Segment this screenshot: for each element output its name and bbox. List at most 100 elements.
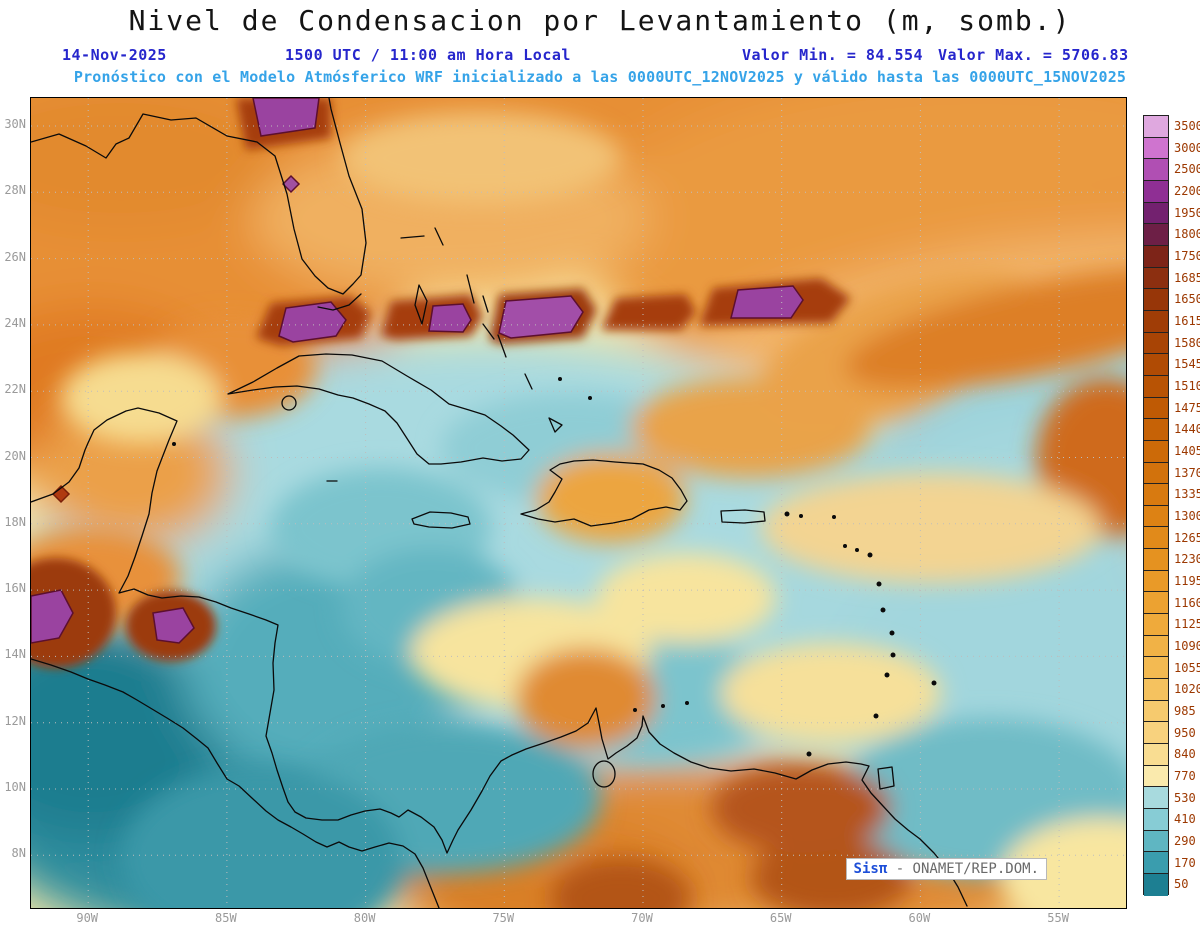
lon-tick-label: 60W [908,911,931,925]
lat-tick-label: 30N [4,117,26,131]
contour-field-layer [31,98,1126,908]
colorbar-cell [1144,809,1168,831]
colorbar-cell [1144,332,1168,355]
colorbar-cell [1144,700,1168,723]
forecast-line: Pronóstico con el Modelo Atmósferico WRF… [73,68,1127,86]
lon-tick-label: 90W [76,911,99,925]
colorbar-tick-label: 985 [1174,703,1196,718]
colorbar-cell [1144,830,1168,853]
valid-time: 1500 UTC / 11:00 am Hora Local [285,46,571,64]
colorbar-cell [1144,440,1168,463]
colorbar-tick-label: 1230 [1174,552,1200,567]
colorbar-cell [1144,527,1168,550]
colorbar-cell [1144,310,1168,333]
colorbar-tick-label: 2500 [1174,162,1200,177]
lat-tick-label: 14N [4,647,26,662]
lon-tick-label: 75W [492,911,515,925]
watermark: Sisπ - ONAMET/REP.DOM. [845,858,1047,880]
colorbar-tick-label: 1750 [1174,248,1200,263]
header-line-2: 14-Nov-2025 1500 UTC / 11:00 am Hora Loc… [0,46,1200,66]
colorbar-tick-label: 1195 [1174,573,1200,588]
lon-tick-label: 55W [1047,911,1069,925]
colorbar-cell [1144,765,1168,788]
colorbar-tick-label: 1125 [1174,617,1200,632]
lon-tick-label: 65W [769,911,792,925]
valid-date: 14-Nov-2025 [62,46,167,64]
colorbar-cell [1144,397,1168,420]
colorbar-cell [1144,787,1168,809]
colorbar-cell [1144,852,1168,874]
colorbar-tick-label: 1020 [1174,682,1200,697]
max-value-label: Valor Max. = 5706.83 [938,46,1129,64]
colorbar-cell [1144,289,1168,311]
colorbar-cell [1144,635,1168,658]
colorbar-cell [1144,657,1168,680]
colorbar-tick-label: 410 [1174,812,1196,827]
lat-tick-label: 16N [4,581,26,596]
colorbar-cell [1144,224,1168,246]
colorbar-tick-label: 530 [1174,790,1196,805]
colorbar-cell [1144,116,1168,138]
lon-tick-label: 70W [631,911,653,925]
colorbar-tick-label: 770 [1174,768,1196,783]
colorbar-tick-label: 1440 [1174,422,1200,437]
colorbar-tick-label: 1650 [1174,292,1200,307]
colorbar-tick-label: 3500 [1174,118,1200,133]
lat-tick-label: 8N [11,846,26,861]
map-svg [31,98,1126,908]
colorbar-cell [1144,505,1168,528]
colorbar-tick-label: 1580 [1174,335,1200,350]
page-title: Nivel de Condensacion por Levantamiento … [128,4,1072,37]
colorbar-cell [1144,873,1168,896]
colorbar-tick-label: 1685 [1174,270,1200,285]
colorbar-tick-label: 1300 [1174,508,1200,523]
colorbar-cell [1144,744,1168,766]
lat-tick-label: 28N [4,183,26,198]
colorbar-cell [1144,180,1168,203]
colorbar-cell [1144,484,1168,506]
colorbar-labels: 3500 3000 2500 2200 1950 1800 1750 1685 1650 1615… [1174,115,1200,895]
colorbar-tick-label: 1510 [1174,378,1200,393]
colorbar-tick-label: 1950 [1174,205,1200,220]
lat-tick-label: 24N [4,315,26,330]
lat-tick-label: 18N [4,514,26,529]
colorbar-tick-label: 1405 [1174,443,1200,458]
colorbar-tick-label: 840 [1174,747,1196,762]
colorbar-tick-label: 1615 [1174,313,1200,328]
colorbar-tick-label: 1055 [1174,660,1200,675]
lat-tick-label: 20N [4,448,26,463]
colorbar-cell [1144,159,1168,181]
colorbar-cell [1144,245,1168,268]
colorbar-cell [1144,679,1168,701]
colorbar-cell [1144,722,1168,745]
lat-tick-label: 10N [4,780,26,794]
colorbar-cell [1144,592,1168,615]
min-value-label: Valor Min. = 84.554 [742,46,924,64]
colorbar-cell [1144,462,1168,485]
colorbar-tick-label: 50 [1174,877,1189,892]
colorbar-cell [1144,354,1168,376]
colorbar-tick-label: 1475 [1174,400,1200,415]
colorbar [1143,115,1169,896]
colorbar-tick-label: 3000 [1174,140,1200,155]
lat-tick-label: 12N [4,713,26,728]
map: Sisπ - ONAMET/REP.DOM. [30,97,1127,909]
colorbar-cell [1144,202,1168,225]
colorbar-cell [1144,570,1168,593]
colorbar-cell [1144,375,1168,398]
colorbar-cell [1144,614,1168,636]
lon-tick-label: 85W [215,911,237,925]
colorbar-tick-label: 290 [1174,833,1196,848]
colorbar-tick-label: 1545 [1174,357,1200,372]
watermark-brand: Sisπ [853,861,888,877]
lon-tick-label: 80W [353,911,376,925]
gridlines-layer [31,98,1126,908]
colorbar-tick-label: 2200 [1174,183,1200,198]
colorbar-tick-label: 1335 [1174,487,1200,502]
colorbar-cell [1144,549,1168,571]
colorbar-cell [1144,137,1168,160]
colorbar-tick-label: 1800 [1174,227,1200,242]
lat-tick-label: 26N [4,249,26,264]
colorbar-cell [1144,419,1168,441]
colorbar-cell [1144,267,1168,290]
